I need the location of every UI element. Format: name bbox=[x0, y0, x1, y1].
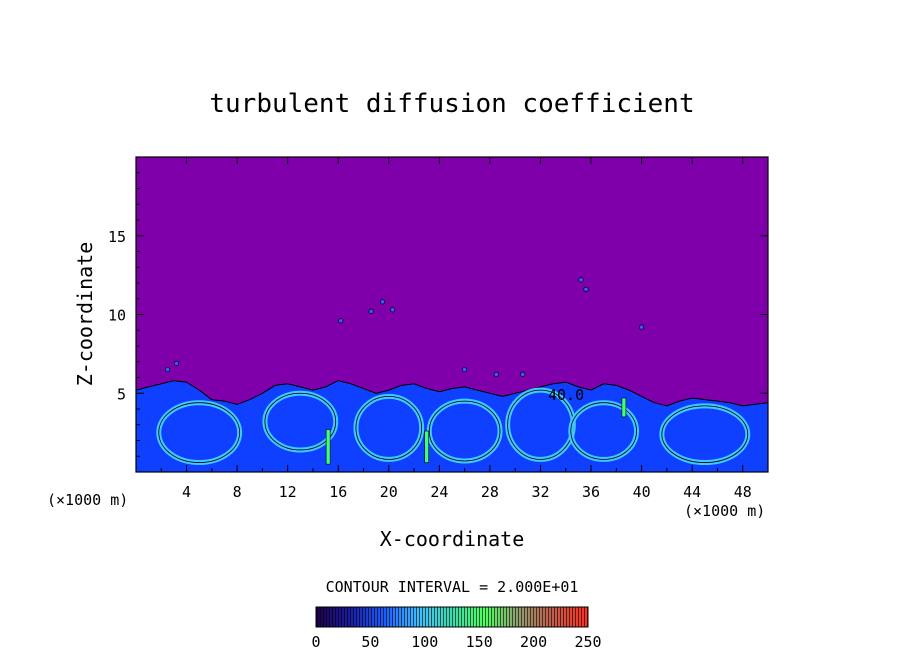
blob bbox=[390, 307, 396, 313]
x-axis-ticks: 4 8 12 16 20 24 28 32 36 40 44 48 bbox=[160, 157, 752, 501]
blob bbox=[493, 371, 499, 377]
blob bbox=[338, 318, 344, 324]
chart-title: turbulent diffusion coefficient bbox=[209, 89, 694, 119]
high-value-streak bbox=[621, 397, 627, 418]
colorbar-tick-labels: 0 50 100 150 200 250 bbox=[311, 633, 601, 651]
colorbar-tick-label: 200 bbox=[520, 633, 547, 651]
x-tick-label: 4 bbox=[182, 483, 191, 501]
high-value-streak bbox=[424, 430, 430, 463]
x-unit-right: (×1000 m) bbox=[684, 502, 765, 520]
y-axis-label: Z-coordinate bbox=[73, 242, 97, 387]
x-tick-label: 44 bbox=[683, 483, 701, 501]
y-tick-label: 5 bbox=[117, 385, 126, 403]
colorbar bbox=[315, 606, 589, 628]
x-tick-label: 32 bbox=[531, 483, 549, 501]
x-tick-label: 8 bbox=[233, 483, 242, 501]
contour-label: 40.0 bbox=[548, 386, 584, 404]
x-tick-label: 20 bbox=[380, 483, 398, 501]
colorbar-tick-label: 250 bbox=[574, 633, 601, 651]
y-tick-label: 15 bbox=[108, 228, 126, 246]
blob bbox=[639, 324, 645, 330]
blob bbox=[173, 360, 179, 366]
eddy-contour bbox=[570, 402, 637, 460]
eddy-contour bbox=[661, 405, 749, 463]
high-value-streak bbox=[325, 429, 331, 465]
colorbar-tick-label: 100 bbox=[411, 633, 438, 651]
x-tick-label: 12 bbox=[279, 483, 297, 501]
x-tick-label: 24 bbox=[430, 483, 448, 501]
y-tick-label: 10 bbox=[108, 307, 126, 325]
blob bbox=[462, 367, 468, 373]
x-tick-label: 36 bbox=[582, 483, 600, 501]
eddy-contour bbox=[158, 402, 241, 463]
colorbar-tick-label: 150 bbox=[466, 633, 493, 651]
turbulence-field bbox=[136, 277, 768, 472]
colorbar-tick-label: 50 bbox=[361, 633, 379, 651]
eddy-contour bbox=[264, 392, 337, 451]
x-tick-label: 28 bbox=[481, 483, 499, 501]
blob bbox=[520, 371, 526, 377]
eddy-contour bbox=[428, 400, 501, 462]
x-tick-label: 16 bbox=[329, 483, 347, 501]
eddy-contour bbox=[355, 395, 423, 460]
x-axis-label: X-coordinate bbox=[380, 527, 525, 551]
x-tick-label: 48 bbox=[734, 483, 752, 501]
blob bbox=[583, 286, 589, 292]
blob bbox=[379, 299, 386, 305]
colorbar-tick-label: 0 bbox=[311, 633, 320, 651]
x-unit-left: (×1000 m) bbox=[47, 491, 128, 509]
blob bbox=[368, 308, 374, 314]
blob bbox=[578, 277, 584, 283]
x-tick-label: 40 bbox=[633, 483, 651, 501]
y-axis-ticks: 5 10 15 bbox=[108, 172, 768, 457]
blob bbox=[165, 367, 171, 373]
contour-interval-text: CONTOUR INTERVAL = 2.000E+01 bbox=[326, 578, 579, 596]
